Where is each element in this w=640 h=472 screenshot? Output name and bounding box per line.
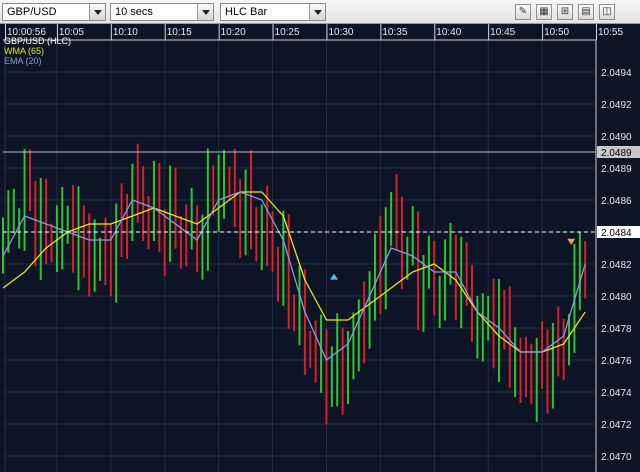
draw-tools-button[interactable]: ▦ [536, 4, 552, 20]
symbol-select[interactable]: GBP/USD [2, 3, 106, 21]
ema-line [2, 191, 586, 362]
draw-tools-icon: ▦ [539, 6, 549, 17]
level-line-label: 2.0489 [601, 148, 632, 159]
time-label: 10:55 [598, 27, 623, 38]
legend-ema: EMA (20) [4, 56, 42, 66]
price-label: 2.0486 [601, 196, 632, 207]
price-label: 2.0482 [601, 260, 632, 271]
price-label: 2.0472 [601, 420, 632, 431]
chart-background [0, 24, 640, 472]
price-label: 2.0480 [601, 292, 632, 303]
price-chart-panel[interactable]: 10:00:56 10:05 10:10 10:15 10:20 10:25 10:30 10… [0, 24, 640, 472]
time-tick [488, 24, 490, 40]
interval-select[interactable]: 10 secs [110, 3, 214, 21]
time-tick [110, 24, 112, 40]
chevron-down-icon[interactable] [309, 4, 325, 20]
legend-wma: WMA (65) [4, 46, 44, 56]
price-label: 2.0490 [601, 132, 632, 143]
time-label: 10:25 [275, 27, 300, 38]
legend-price: GBP/USD (HLC) [4, 36, 71, 46]
time-tick [218, 24, 220, 40]
indicator-lines [2, 191, 586, 362]
time-label: 10:10 [113, 27, 138, 38]
time-label: 10:15 [167, 27, 192, 38]
symbol-select-value: GBP/USD [7, 6, 57, 18]
reference-lines: 2.0489 2.0484 [3, 146, 640, 280]
buy-arrow-icon [330, 273, 339, 280]
interval-select-value: 10 secs [115, 6, 153, 18]
split-view-button[interactable]: ◫ [599, 4, 615, 20]
time-tick [434, 24, 436, 40]
current-price-marker [597, 226, 640, 238]
price-label: 2.0478 [601, 324, 632, 335]
crosshair-button[interactable]: ✎ [515, 4, 531, 20]
time-tick [5, 24, 6, 40]
chevron-down-icon[interactable] [89, 4, 105, 20]
price-label: 2.0470 [601, 452, 632, 463]
price-label: 2.0492 [601, 100, 632, 111]
time-tick [542, 24, 544, 40]
price-label: 2.0476 [601, 356, 632, 367]
chart-type-select-value: HLC Bar [225, 6, 268, 18]
time-tick [380, 24, 382, 40]
time-label: 10:30 [328, 27, 353, 38]
grid-icon: ▤ [581, 6, 591, 17]
split-view-icon: ◫ [602, 6, 612, 17]
chart-legend: GBP/USD (HLC) WMA (65) EMA (20) [4, 36, 71, 66]
price-chart[interactable]: 10:00:56 10:05 10:10 10:15 10:20 10:25 10:30 10… [0, 24, 640, 472]
time-label: 10:45 [490, 27, 515, 38]
zoom-button[interactable]: ⊞ [557, 4, 573, 20]
time-tick [164, 24, 166, 40]
sell-arrow-icon [567, 238, 576, 245]
wma-line [2, 191, 586, 353]
time-tick [326, 24, 328, 40]
time-label: 10:20 [221, 27, 246, 38]
chevron-down-icon[interactable] [197, 4, 213, 20]
time-label: 10:40 [436, 27, 461, 38]
time-label: 10:00:56 [7, 27, 46, 38]
time-axis: 10:00:56 10:05 10:10 10:15 10:20 10:25 10:30 10… [5, 24, 623, 40]
price-label: 2.0494 [601, 68, 632, 79]
level-line-marker [597, 146, 640, 158]
price-label: 2.0489 [601, 164, 632, 175]
crosshair-icon: ✎ [518, 6, 528, 17]
time-tick [596, 24, 597, 40]
price-label: 2.0474 [601, 388, 632, 399]
time-label: 10:35 [382, 27, 407, 38]
time-tick [56, 24, 58, 40]
chart-toolbar: GBP/USD 10 secs HLC Bar ✎ ▦ ⊞ ▤ ◫ [0, 0, 640, 24]
grid-button[interactable]: ▤ [578, 4, 594, 20]
chart-type-select[interactable]: HLC Bar [220, 3, 326, 21]
time-label: 10:50 [544, 27, 569, 38]
time-label: 10:05 [59, 27, 84, 38]
zoom-icon: ⊞ [560, 6, 570, 17]
current-price-label: 2.0484 [601, 228, 632, 239]
time-tick [272, 24, 274, 40]
